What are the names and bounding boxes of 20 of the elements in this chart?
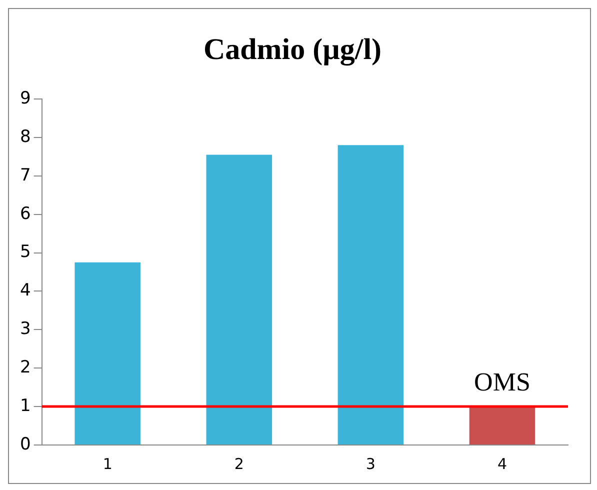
annotation: OMS — [474, 367, 530, 396]
y-tick-label: 8 — [20, 126, 31, 147]
y-tick-label: 9 — [20, 88, 31, 108]
y-tick-label: 4 — [20, 280, 31, 301]
x-tick-label: 2 — [234, 454, 244, 473]
bar — [338, 145, 404, 444]
x-tick-label: 1 — [102, 454, 112, 473]
y-tick-label: 1 — [20, 396, 31, 416]
bar — [74, 262, 140, 444]
y-tick-label: 3 — [20, 319, 31, 340]
y-tick-label: 7 — [20, 165, 31, 186]
chart-title: Cadmio (µg/l) — [203, 32, 382, 66]
bar — [469, 406, 536, 444]
bar — [206, 154, 272, 444]
x-tick-label: 3 — [366, 454, 376, 473]
y-tick-label: 0 — [20, 434, 31, 454]
y-tick-label: 2 — [20, 358, 31, 378]
y-tick-label: 5 — [20, 242, 31, 262]
y-tick-label: 6 — [20, 204, 31, 224]
x-tick-label: 4 — [497, 454, 507, 473]
